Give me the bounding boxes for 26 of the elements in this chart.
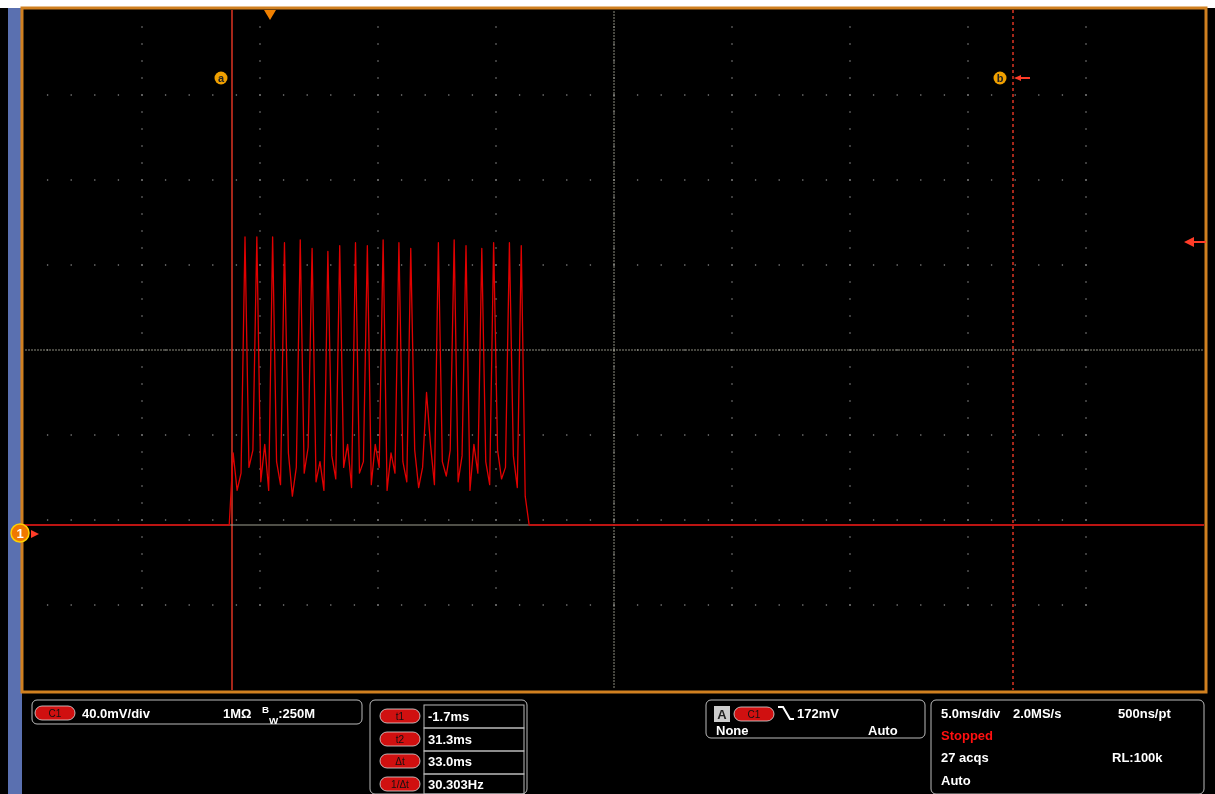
text: a xyxy=(217,72,225,84)
text: 500ns/pt xyxy=(1118,706,1172,721)
text: C1 xyxy=(747,709,761,720)
text: -1.7ms xyxy=(428,709,470,724)
text: 31.3ms xyxy=(428,732,473,747)
text: 1/Δt xyxy=(391,779,410,790)
text: 2.0MS/s xyxy=(1013,706,1062,721)
text: Stopped xyxy=(941,728,994,743)
text: t2 xyxy=(395,734,405,745)
text: 1 xyxy=(16,525,24,541)
text: 1MΩ xyxy=(223,706,252,721)
text: t1 xyxy=(395,711,405,722)
text: 172mV xyxy=(797,706,840,721)
text: 5.0ms/div xyxy=(941,706,1002,721)
text: Δt xyxy=(395,756,405,767)
text: Auto xyxy=(868,723,898,738)
text: 33.0ms xyxy=(428,754,473,769)
text: C1 xyxy=(48,708,62,719)
text: None xyxy=(716,723,749,738)
text: 27 acqs xyxy=(941,750,989,765)
text: 40.0mV/div xyxy=(82,706,151,721)
text: A xyxy=(717,707,728,722)
text: Auto xyxy=(941,773,971,788)
text: RL:100k xyxy=(1112,750,1164,765)
text: 30.303Hz xyxy=(428,777,485,792)
text: b xyxy=(996,72,1004,84)
